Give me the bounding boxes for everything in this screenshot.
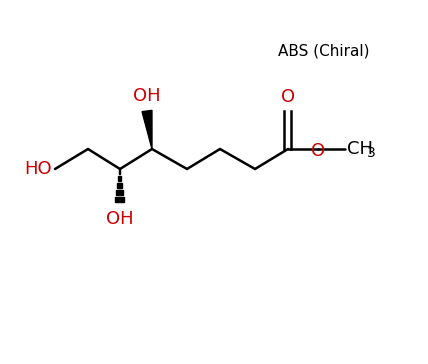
- Polygon shape: [119, 176, 122, 181]
- Polygon shape: [116, 197, 125, 202]
- Polygon shape: [116, 190, 124, 195]
- Text: O: O: [281, 88, 295, 106]
- Text: O: O: [311, 142, 325, 160]
- Polygon shape: [118, 183, 122, 188]
- Polygon shape: [142, 110, 152, 149]
- Polygon shape: [119, 169, 121, 174]
- Text: OH: OH: [106, 210, 134, 228]
- Text: 3: 3: [367, 146, 376, 160]
- Text: ABS (Chiral): ABS (Chiral): [279, 44, 370, 59]
- Text: OH: OH: [133, 87, 161, 105]
- Text: HO: HO: [24, 160, 52, 178]
- Text: CH: CH: [347, 140, 373, 158]
